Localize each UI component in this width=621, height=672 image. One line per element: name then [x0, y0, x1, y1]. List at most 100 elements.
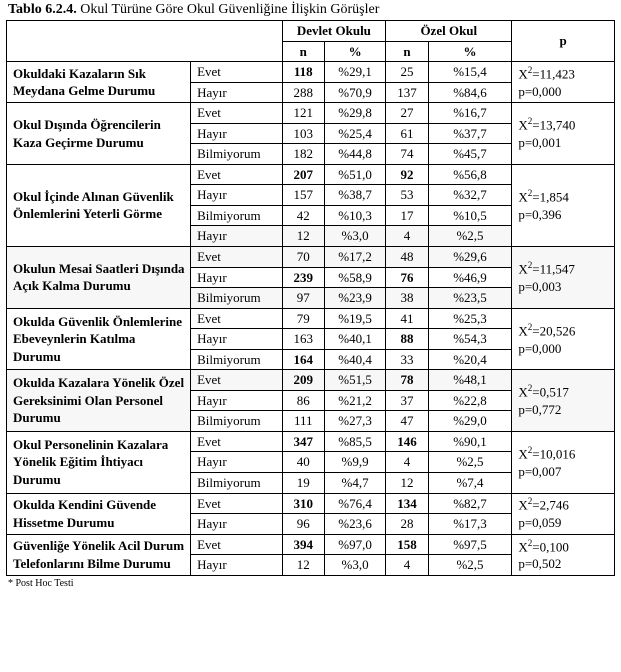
data-cell: 86: [282, 390, 324, 411]
section-label: Okul Dışında Öğrencilerin Kaza Geçirme D…: [7, 103, 191, 165]
header-devlet: Devlet Okulu: [282, 21, 386, 42]
data-cell: %45,7: [428, 144, 512, 165]
data-cell: %17,2: [324, 247, 385, 268]
section-label: Okulda Kazalara Yönelik Özel Gereksinimi…: [7, 370, 191, 432]
table-footnote: * Post Hoc Testi: [6, 576, 615, 589]
data-cell: %20,4: [428, 349, 512, 370]
data-cell: %85,5: [324, 431, 385, 452]
data-cell: %19,5: [324, 308, 385, 329]
p-value-cell: X2=13,740p=0,001: [512, 103, 615, 165]
data-cell: 118: [282, 62, 324, 83]
data-cell: 97: [282, 288, 324, 309]
data-cell: %29,6: [428, 247, 512, 268]
data-cell: %4,7: [324, 473, 385, 494]
section-label: Okulda Güvenlik Önlemlerine Ebeveynlerin…: [7, 308, 191, 370]
data-cell: 47: [386, 411, 428, 432]
data-cell: %51,0: [324, 164, 385, 185]
answer-cell: Bilmiyorum: [191, 411, 282, 432]
table-caption: Tablo 6.2.4. Okul Türüne Göre Okul Güven…: [8, 2, 615, 18]
data-cell: 182: [282, 144, 324, 165]
data-cell: 288: [282, 82, 324, 103]
table-row: Okulun Mesai Saatleri Dışında Açık Kalma…: [7, 247, 615, 268]
table-row: Okul Dışında Öğrencilerin Kaza Geçirme D…: [7, 103, 615, 124]
data-cell: 61: [386, 123, 428, 144]
data-cell: 239: [282, 267, 324, 288]
data-cell: %56,8: [428, 164, 512, 185]
data-cell: %51,5: [324, 370, 385, 391]
answer-cell: Hayır: [191, 452, 282, 473]
answer-cell: Evet: [191, 62, 282, 83]
p-value-cell: X2=11,547p=0,003: [512, 247, 615, 309]
section-label: Güvenliğe Yönelik Acil Durum Telefonları…: [7, 534, 191, 575]
data-cell: 17: [386, 205, 428, 226]
data-cell: %37,7: [428, 123, 512, 144]
answer-cell: Evet: [191, 370, 282, 391]
header-n1: n: [282, 41, 324, 62]
section-label: Okuldaki Kazaların Sık Meydana Gelme Dur…: [7, 62, 191, 103]
data-cell: %84,6: [428, 82, 512, 103]
table-row: Okul İçinde Alınan Güvenlik Önlemlerini …: [7, 164, 615, 185]
p-value-cell: X2=1,854p=0,396: [512, 164, 615, 246]
data-cell: %7,4: [428, 473, 512, 494]
data-cell: 347: [282, 431, 324, 452]
answer-cell: Bilmiyorum: [191, 144, 282, 165]
data-table: Devlet Okulu Özel Okul p n % n % Okuldak…: [6, 20, 615, 576]
answer-cell: Evet: [191, 308, 282, 329]
header-p: p: [512, 21, 615, 62]
answer-cell: Hayır: [191, 390, 282, 411]
section-label: Okul İçinde Alınan Güvenlik Önlemlerini …: [7, 164, 191, 246]
data-cell: %2,5: [428, 452, 512, 473]
data-cell: 207: [282, 164, 324, 185]
table-row: Okulda Kendini Güvende Hissetme DurumuEv…: [7, 493, 615, 514]
data-cell: 163: [282, 329, 324, 350]
data-cell: 42: [282, 205, 324, 226]
data-cell: 137: [386, 82, 428, 103]
data-cell: 96: [282, 514, 324, 535]
data-cell: %44,8: [324, 144, 385, 165]
answer-cell: Hayır: [191, 123, 282, 144]
answer-cell: Evet: [191, 493, 282, 514]
data-cell: %16,7: [428, 103, 512, 124]
p-value-cell: X2=0,100p=0,502: [512, 534, 615, 575]
data-cell: 48: [386, 247, 428, 268]
section-label: Okulun Mesai Saatleri Dışında Açık Kalma…: [7, 247, 191, 309]
data-cell: %38,7: [324, 185, 385, 206]
data-cell: 158: [386, 534, 428, 555]
data-cell: %10,3: [324, 205, 385, 226]
answer-cell: Hayır: [191, 267, 282, 288]
data-cell: %76,4: [324, 493, 385, 514]
header-blank: [7, 21, 283, 62]
data-cell: %23,9: [324, 288, 385, 309]
data-cell: 33: [386, 349, 428, 370]
data-cell: %82,7: [428, 493, 512, 514]
data-cell: %9,9: [324, 452, 385, 473]
header-n2: n: [386, 41, 428, 62]
data-cell: %40,1: [324, 329, 385, 350]
p-value-cell: X2=20,526p=0,000: [512, 308, 615, 370]
p-value-cell: X2=10,016p=0,007: [512, 431, 615, 493]
data-cell: %2,5: [428, 226, 512, 247]
answer-cell: Hayır: [191, 514, 282, 535]
data-cell: %90,1: [428, 431, 512, 452]
table-row: Güvenliğe Yönelik Acil Durum Telefonları…: [7, 534, 615, 555]
data-cell: 76: [386, 267, 428, 288]
data-cell: 38: [386, 288, 428, 309]
data-cell: 310: [282, 493, 324, 514]
data-cell: 78: [386, 370, 428, 391]
data-cell: 70: [282, 247, 324, 268]
data-cell: 92: [386, 164, 428, 185]
answer-cell: Hayır: [191, 185, 282, 206]
data-cell: %29,0: [428, 411, 512, 432]
data-cell: %23,6: [324, 514, 385, 535]
data-cell: 53: [386, 185, 428, 206]
data-cell: %23,5: [428, 288, 512, 309]
answer-cell: Evet: [191, 534, 282, 555]
data-cell: 164: [282, 349, 324, 370]
data-cell: 4: [386, 226, 428, 247]
answer-cell: Evet: [191, 431, 282, 452]
data-cell: %97,5: [428, 534, 512, 555]
table-row: Okuldaki Kazaların Sık Meydana Gelme Dur…: [7, 62, 615, 83]
data-cell: %27,3: [324, 411, 385, 432]
data-cell: 74: [386, 144, 428, 165]
data-cell: %25,4: [324, 123, 385, 144]
